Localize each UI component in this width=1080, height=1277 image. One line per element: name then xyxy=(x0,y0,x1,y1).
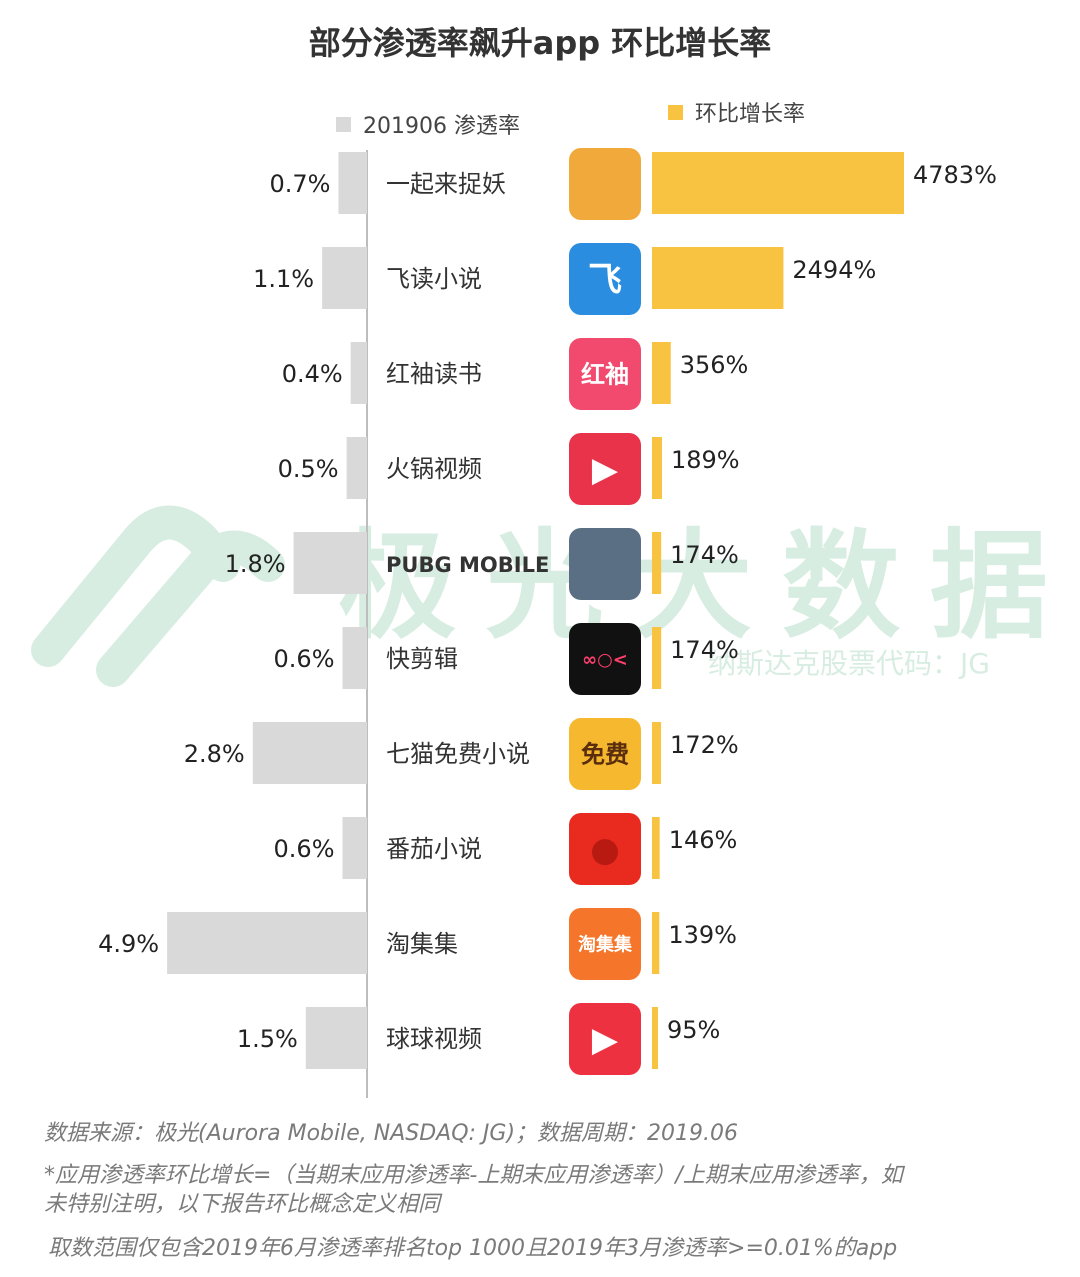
growth-label: 189% xyxy=(671,446,740,474)
penetration-bar xyxy=(293,532,367,594)
growth-label: 95% xyxy=(667,1016,720,1044)
hongxiu-app-icon-glyph: 红袖 xyxy=(581,361,629,389)
taojiji-app-icon xyxy=(569,908,641,980)
growth-label: 139% xyxy=(668,921,737,949)
legend-penetration-label: 201906 渗透率 xyxy=(363,114,520,139)
taojiji-app-icon-glyph: 淘集集 xyxy=(578,933,633,955)
penetration-label: 1.8% xyxy=(225,550,286,578)
legend-growth-label: 环比增长率 xyxy=(695,102,806,127)
growth-bar xyxy=(652,342,671,404)
growth-bar xyxy=(652,1007,658,1069)
hongxiu-app-icon xyxy=(569,338,641,410)
penetration-bar xyxy=(322,247,367,309)
huoguo-app-icon-glyph: ▶ xyxy=(592,450,619,490)
category-label: 快剪辑 xyxy=(386,645,458,673)
growth-label: 2494% xyxy=(792,256,876,284)
category-label: 球球视频 xyxy=(386,1025,482,1053)
qiuqiu-app-icon-glyph: ▶ xyxy=(592,1020,619,1060)
penetration-label: 1.5% xyxy=(237,1025,298,1053)
definition-note-line2: 未特别注明，以下报告环比概念定义相同 xyxy=(44,1192,441,1217)
scope-note: 取数范围仅包含2019年6月渗透率排名top 1000且2019年3月渗透率>=… xyxy=(48,1236,898,1261)
category-label: PUBG MOBILE xyxy=(386,553,549,577)
growth-bar xyxy=(652,722,662,784)
legend-penetration-swatch xyxy=(336,116,351,132)
category-label: 番茄小说 xyxy=(386,835,482,863)
penetration-label: 0.7% xyxy=(269,170,330,198)
growth-bar xyxy=(652,532,662,594)
legend-growth-swatch xyxy=(668,104,683,120)
penetration-label: 0.5% xyxy=(278,455,339,483)
growth-bar xyxy=(652,247,784,309)
growth-label: 174% xyxy=(670,541,739,569)
penetration-bar xyxy=(338,152,367,214)
category-label: 红袖读书 xyxy=(386,360,482,388)
penetration-label: 1.1% xyxy=(253,265,314,293)
penetration-bar xyxy=(350,342,367,404)
category-label: 一起来捉妖 xyxy=(386,170,506,198)
qimao-app-icon-glyph: 免费 xyxy=(581,741,629,769)
qimao-app-icon xyxy=(569,718,641,790)
category-label: 飞读小说 xyxy=(386,265,482,293)
penetration-label: 2.8% xyxy=(184,740,245,768)
growth-label: 174% xyxy=(670,636,739,664)
pubg-app-icon xyxy=(569,528,641,600)
huoguo-app-icon xyxy=(569,433,641,505)
penetration-bar xyxy=(305,1007,367,1069)
penetration-bar xyxy=(167,912,367,974)
kuaijianji-app-icon-glyph: ∞○< xyxy=(582,649,628,670)
fanqie-app-icon xyxy=(569,813,641,885)
yiqilaizhuoyao-app-icon xyxy=(569,148,641,220)
chart-plot: 0.7% 一起来捉妖 4783% 1.1% 飞读小说 飞 2494% 0.4% 红袖读书 红袖 35… xyxy=(98,148,997,1098)
penetration-bar xyxy=(252,722,367,784)
growth-label: 356% xyxy=(680,351,749,379)
penetration-label: 0.4% xyxy=(282,360,343,388)
definition-note-line1: *应用渗透率环比增长=（当期末应用渗透率-上期末应用渗透率）/上期末应用渗透率，… xyxy=(44,1163,903,1188)
growth-bar xyxy=(652,912,660,974)
feidu-app-icon-glyph: 飞 xyxy=(588,260,622,300)
growth-bar xyxy=(652,437,662,499)
legend-penetration: 201906 渗透率 xyxy=(336,108,520,140)
chart-title: 部分渗透率飙升app 环比增长率 xyxy=(308,24,772,62)
growth-bar xyxy=(652,817,660,879)
category-label: 淘集集 xyxy=(386,930,458,958)
source-note: 数据来源：极光(Aurora Mobile, NASDAQ: JG)；数据周期：… xyxy=(44,1121,739,1146)
penetration-label: 0.6% xyxy=(274,835,335,863)
category-label: 火锅视频 xyxy=(386,455,482,483)
fanqie-app-icon-glyph: ● xyxy=(590,830,620,870)
growth-bar xyxy=(652,627,662,689)
kuaijianji-app-icon xyxy=(569,623,641,695)
growth-label: 4783% xyxy=(913,161,997,189)
qiuqiu-app-icon xyxy=(569,1003,641,1075)
legend-growth: 环比增长率 xyxy=(668,96,805,128)
growth-label: 172% xyxy=(670,731,739,759)
penetration-bar xyxy=(342,817,367,879)
penetration-bar xyxy=(342,627,367,689)
penetration-label: 4.9% xyxy=(98,930,159,958)
penetration-label: 0.6% xyxy=(274,645,335,673)
growth-bar xyxy=(652,152,904,214)
category-label: 七猫免费小说 xyxy=(386,740,530,768)
growth-label: 146% xyxy=(669,826,738,854)
feidu-app-icon xyxy=(569,243,641,315)
penetration-bar xyxy=(346,437,367,499)
